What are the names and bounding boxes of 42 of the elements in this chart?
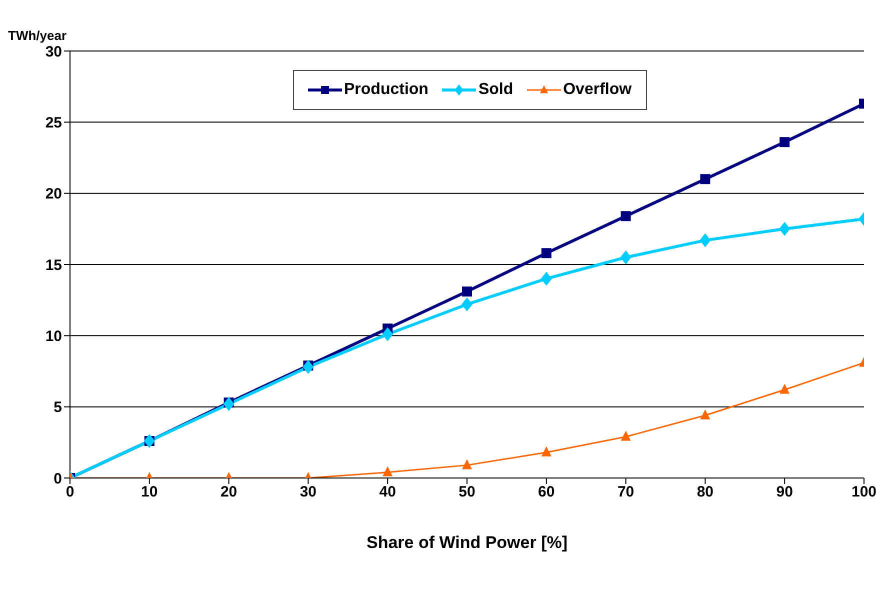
x-tick-label: 80 <box>696 484 714 501</box>
point <box>382 327 394 342</box>
x-tick-label: 20 <box>220 484 238 501</box>
point <box>779 222 790 236</box>
point <box>620 430 631 441</box>
y-tick-label: 5 <box>54 399 62 416</box>
y-tick-label: 15 <box>45 256 62 274</box>
point <box>620 250 632 264</box>
x-tick-label: 60 <box>538 484 555 501</box>
x-tick-label: 10 <box>141 484 158 501</box>
y-tick-label: 30 <box>45 43 62 60</box>
point <box>700 233 711 248</box>
y-tick-label: 25 <box>45 114 62 132</box>
y-tick-label: 0 <box>54 470 62 488</box>
point <box>700 409 710 420</box>
point <box>780 384 790 394</box>
point <box>541 446 552 456</box>
x-tick-label: 100 <box>851 484 877 501</box>
legend-label: Sold <box>478 81 514 99</box>
point <box>382 466 393 476</box>
x-tick-label: 0 <box>66 484 74 501</box>
point <box>540 272 552 286</box>
point <box>462 297 472 312</box>
y-axis-title: TWh/year <box>8 28 67 43</box>
point <box>780 137 790 148</box>
point <box>700 174 710 184</box>
x-tick-label: 90 <box>776 484 793 501</box>
point <box>462 459 472 470</box>
point <box>302 360 314 374</box>
x-tick-label: 30 <box>300 484 317 501</box>
point <box>223 396 234 411</box>
legend-label: Overflow <box>563 81 632 99</box>
point <box>462 286 472 297</box>
x-tick-label: 70 <box>617 484 634 501</box>
y-tick-label: 10 <box>45 328 62 345</box>
legend-label: Production <box>344 81 428 99</box>
x-tick-label: 40 <box>379 484 396 501</box>
point <box>620 211 631 222</box>
x-axis-title: Share of Wind Power [%] <box>366 533 568 552</box>
x-tick-label: 50 <box>458 484 476 501</box>
point <box>541 248 552 258</box>
y-tick-label: 20 <box>45 186 62 203</box>
